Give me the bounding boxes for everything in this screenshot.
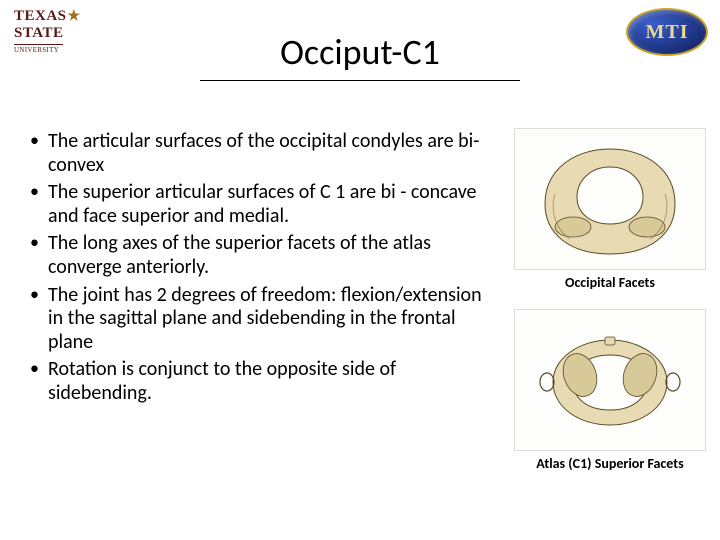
list-item: The superior articular surfaces of C 1 a… (20, 181, 490, 228)
figure-caption: Occipital Facets (565, 274, 655, 291)
bone-illustration-icon (525, 139, 695, 259)
list-item: Rotation is conjunct to the opposite sid… (20, 358, 490, 405)
logo-line1: TEXAS★ (14, 8, 82, 25)
mti-logo: MTI (626, 8, 708, 56)
list-item: The articular surfaces of the occipital … (20, 130, 490, 177)
texas-state-logo: TEXAS★ STATE UNIVERSITY (14, 8, 94, 56)
mti-logo-text: MTI (646, 21, 689, 44)
list-item: The joint has 2 degrees of freedom: flex… (20, 284, 490, 355)
bullet-content: The articular surfaces of the occipital … (20, 130, 490, 410)
figure-occipital (514, 128, 706, 270)
figure-atlas (514, 309, 706, 451)
figure-column: Occipital Facets Atlas (C1) Superior Fac… (510, 128, 710, 490)
slide-title: Occiput-C1 (200, 0, 520, 81)
bone-illustration-icon (525, 320, 695, 440)
list-item: The long axes of the superior facets of … (20, 232, 490, 279)
bullet-list: The articular surfaces of the occipital … (20, 130, 490, 406)
logo-line2: STATE (14, 25, 63, 45)
logo-text-texas: TEXAS (14, 8, 67, 25)
logo-line3: UNIVERSITY (14, 46, 59, 54)
figure-caption: Atlas (C1) Superior Facets (536, 455, 683, 472)
star-icon: ★ (68, 8, 81, 25)
